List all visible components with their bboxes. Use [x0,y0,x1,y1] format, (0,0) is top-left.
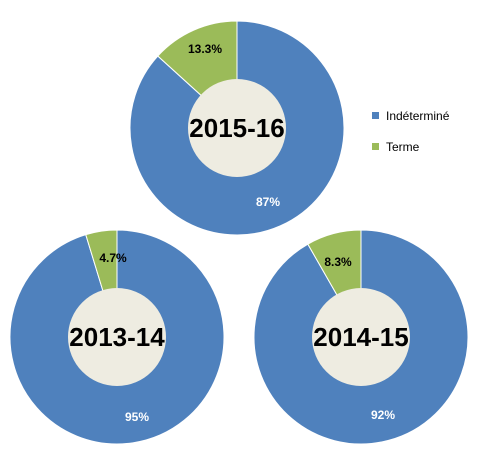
data-label-terme: 4.7% [99,251,127,265]
donut-center-title: 2014-15 [313,322,408,352]
legend-label-terme: Terme [386,140,420,154]
legend-swatch-indetermine [372,112,379,119]
legend-label-indetermine: Indéterminé [386,109,450,123]
data-label-terme: 13.3% [188,42,222,56]
legend-swatch-terme [372,143,379,150]
donut-center-title: 2013-14 [69,322,165,352]
legend: Indéterminé Terme [372,109,450,154]
donut-chart-2014-15: 2014-15 92% 8.3% [253,229,469,445]
donut-hole-2013-14 [68,288,166,386]
data-label-terme: 8.3% [324,255,352,269]
data-label-indetermine: 87% [256,195,280,209]
donut-hole-2014-15 [312,288,410,386]
donut-center-title: 2015-16 [189,113,284,143]
data-label-indetermine: 92% [371,408,395,422]
data-label-indetermine: 95% [125,410,149,424]
donut-chart-2013-14: 2013-14 95% 4.7% [9,229,225,445]
donut-chart-2015-16: 2015-16 87% 13.3% [129,20,345,236]
donut-hole-2015-16 [188,79,286,177]
